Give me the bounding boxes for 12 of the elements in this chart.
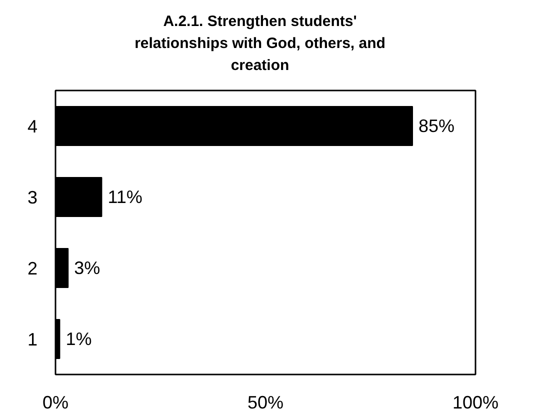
y-tick-label: 3: [27, 188, 38, 208]
y-tick-label: 1: [27, 330, 38, 350]
x-tick-label: 50%: [247, 392, 284, 412]
chart-title: A.2.1. Strengthen students' relationships with God, others, and creation: [134, 12, 386, 76]
data-label: 1%: [66, 329, 92, 349]
y-tick-label: 2: [27, 258, 38, 278]
data-label: 11%: [108, 187, 142, 207]
data-label: 3%: [74, 258, 100, 278]
y-tick-label: 4: [27, 116, 38, 136]
x-tick-label: 100%: [452, 392, 499, 412]
x-tick-label: 0%: [42, 392, 69, 412]
data-label: 85%: [418, 116, 455, 136]
